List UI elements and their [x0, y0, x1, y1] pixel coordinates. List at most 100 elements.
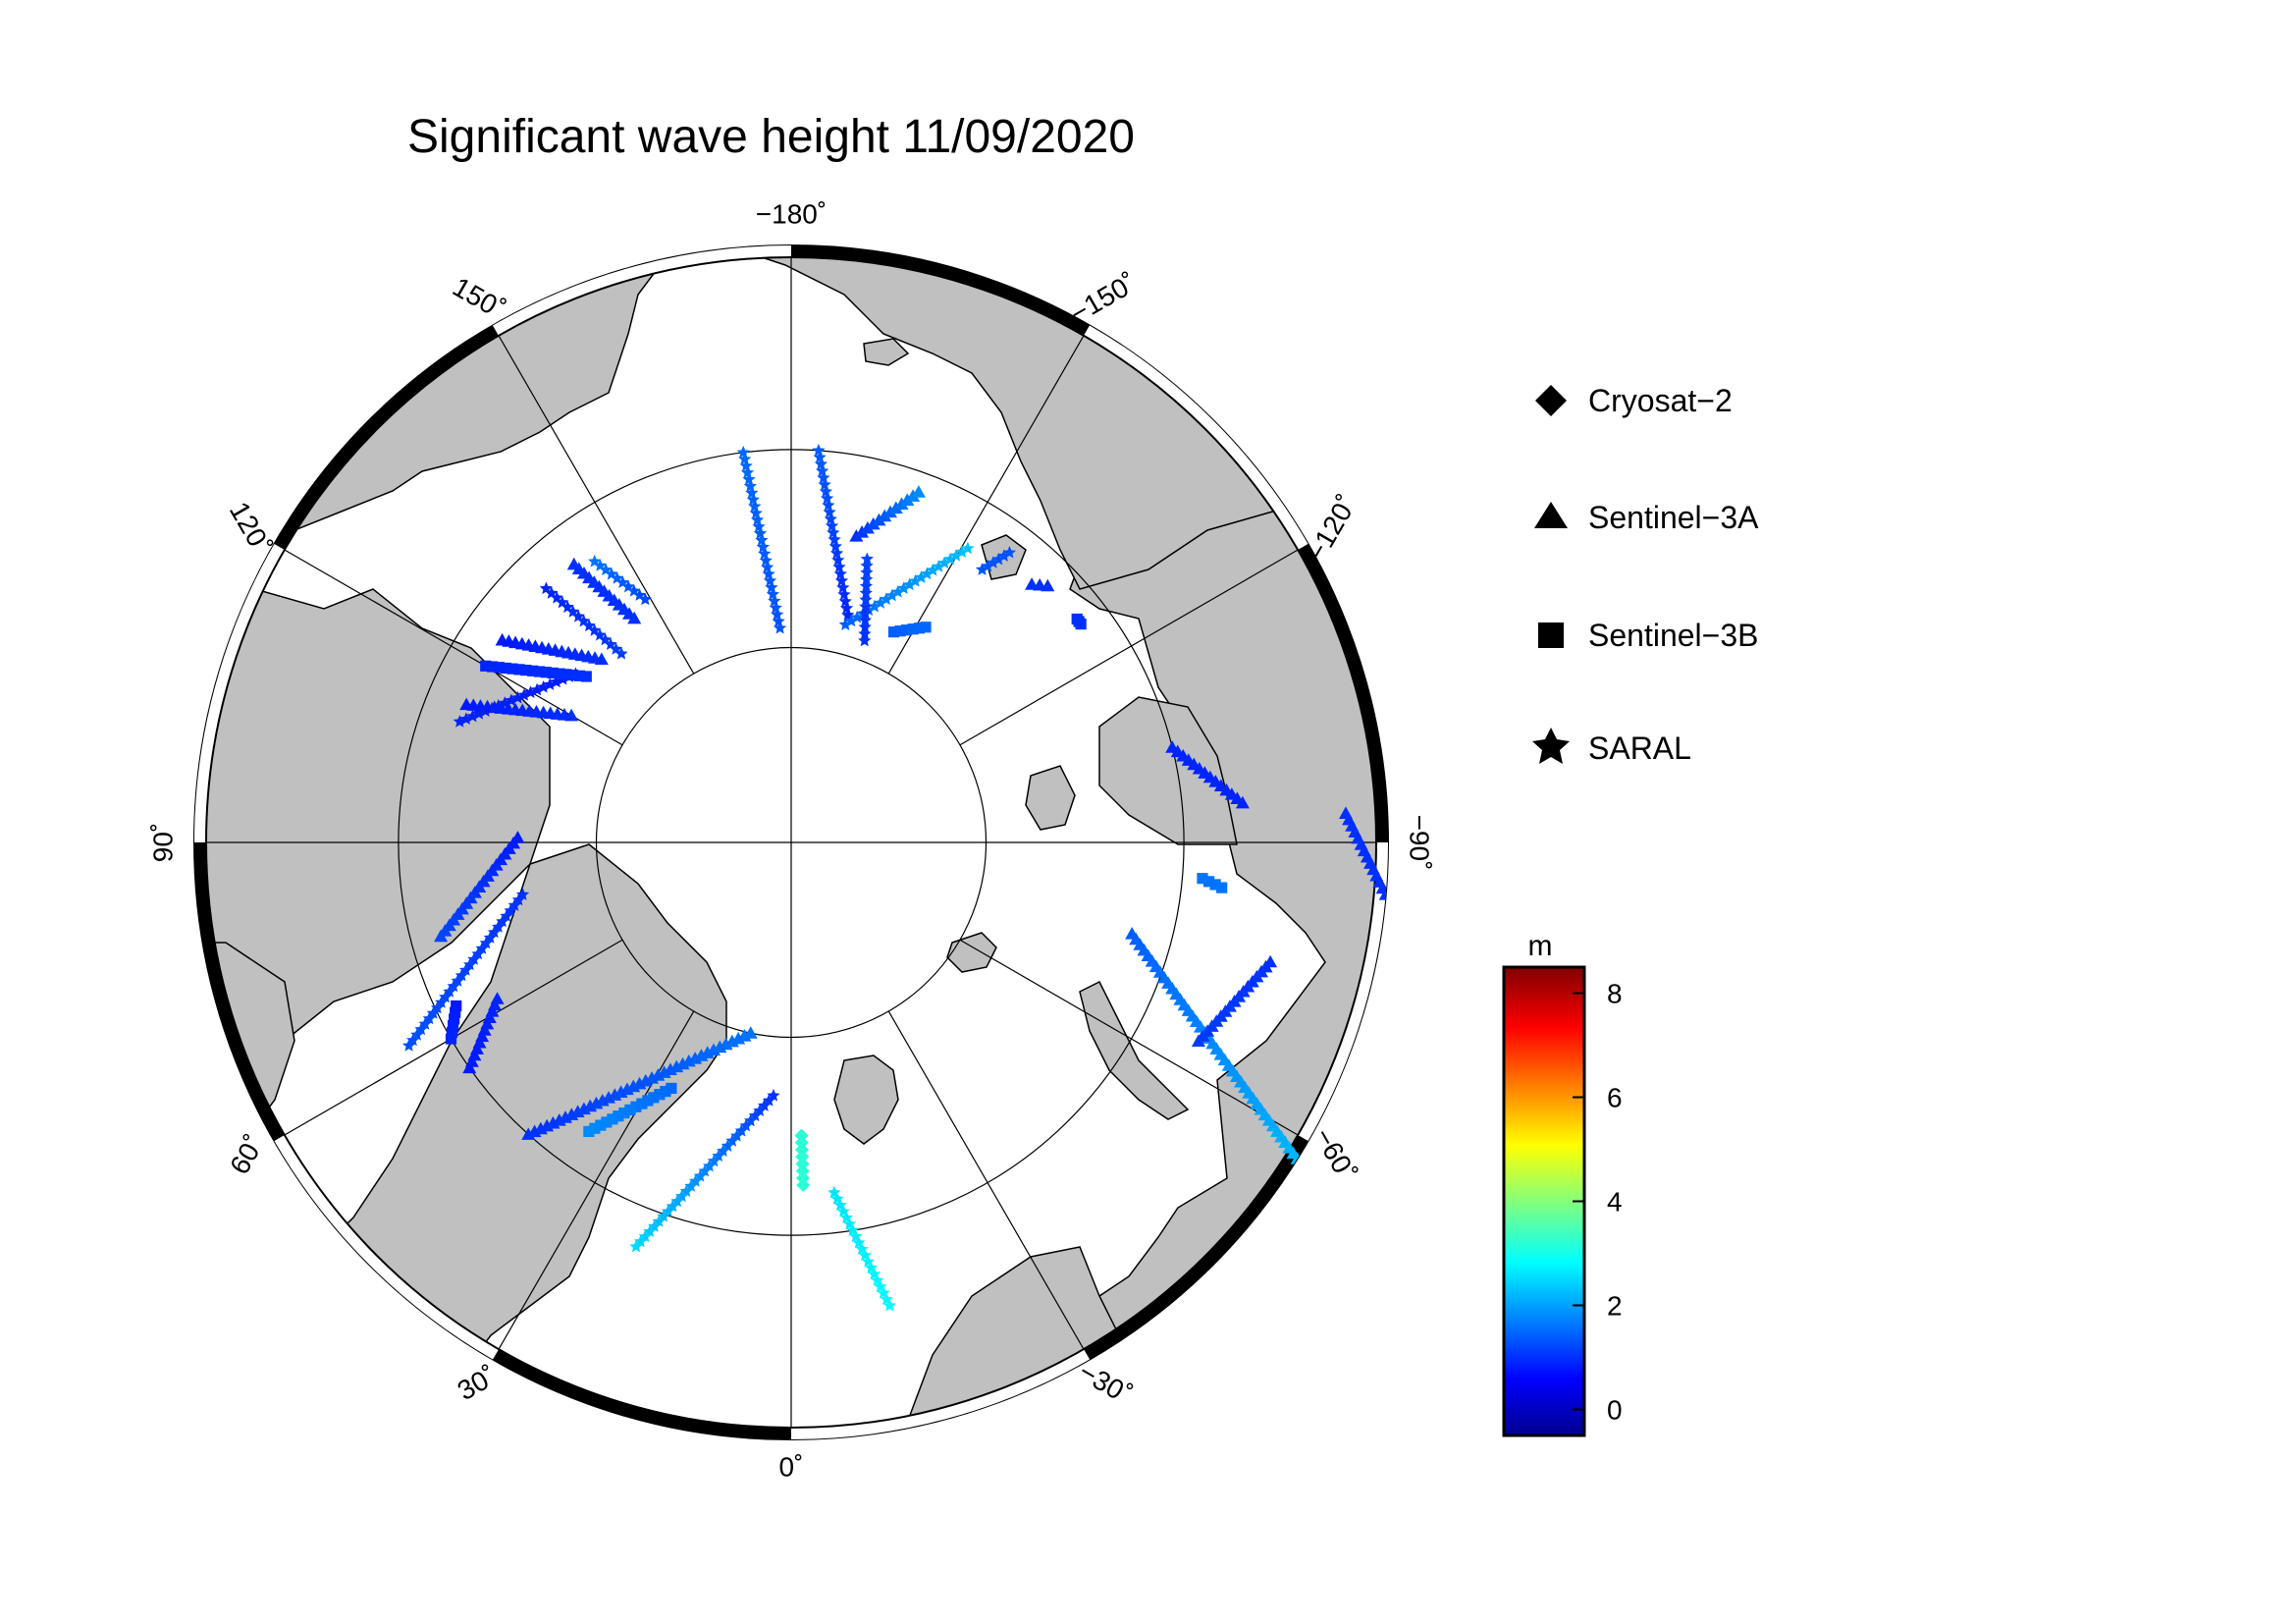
track-point-square	[1075, 619, 1087, 630]
meridian-line	[959, 939, 1299, 1136]
track-point-star	[820, 491, 834, 505]
track-point-star	[828, 532, 841, 546]
legend-label: Sentinel−3B	[1588, 618, 1758, 653]
track-point-star	[401, 1039, 416, 1052]
colorbar-ticks: 0 2 4 6 8	[1573, 979, 1623, 1426]
track-point-square	[630, 1101, 642, 1112]
longitude-label: −120˚	[1301, 490, 1362, 567]
meridian-line	[887, 1010, 1085, 1350]
track-point-star	[813, 450, 827, 463]
track-point-square	[607, 1113, 618, 1125]
track-point-star	[593, 627, 607, 641]
track-point-triangle	[855, 524, 870, 538]
legend-label: Cryosat−2	[1588, 383, 1733, 418]
longitude-label: 150˚	[448, 271, 510, 325]
track	[812, 443, 855, 622]
track-point-square	[547, 667, 559, 679]
track-point-star	[955, 545, 969, 558]
track-point-square	[1197, 873, 1208, 885]
track-point-star	[859, 586, 873, 599]
track-point-star	[638, 592, 652, 606]
track-point-square	[446, 1026, 458, 1038]
track	[1025, 577, 1055, 592]
track	[1338, 806, 1388, 900]
track-point-star	[599, 563, 613, 576]
track-point-triangle	[462, 1060, 477, 1074]
track	[480, 660, 592, 682]
longitude-label: −150˚	[1065, 267, 1142, 329]
track	[629, 1088, 780, 1253]
track-point-star	[902, 577, 917, 591]
track-point-star	[823, 505, 836, 518]
colorbar-tick-label: 8	[1607, 979, 1623, 1009]
track-point-star	[571, 609, 585, 622]
meridian-line	[959, 549, 1299, 746]
track-point-square	[618, 1107, 630, 1119]
track-point-star	[824, 512, 837, 525]
frame-segment	[1083, 325, 1308, 551]
track	[539, 581, 628, 660]
track-point-star	[593, 559, 608, 571]
track-point-star	[834, 573, 849, 587]
graticule	[206, 257, 1376, 1428]
track-point-star	[760, 560, 774, 573]
frame-segment	[194, 544, 285, 843]
track	[794, 1128, 811, 1193]
track	[736, 445, 787, 634]
track-point-star	[859, 593, 873, 606]
track-point-star	[858, 606, 873, 620]
track-point-star	[1002, 545, 1017, 559]
track-point-square	[654, 1089, 666, 1101]
track-point-star	[598, 632, 613, 646]
longitude-label: 0˚	[779, 1451, 804, 1482]
track-point-star	[943, 552, 957, 566]
track-point-star	[880, 592, 893, 606]
track-point-square	[450, 1006, 461, 1018]
track-point-star	[827, 525, 840, 539]
track-point-star	[773, 621, 787, 634]
track-point-star	[860, 552, 874, 566]
track-point-star	[550, 590, 563, 604]
track-point-square	[486, 661, 499, 673]
track-point-star	[759, 553, 773, 567]
track	[588, 554, 652, 606]
square-icon	[1538, 622, 1564, 648]
track-point-square	[533, 666, 546, 677]
track-point-star	[987, 556, 1000, 568]
track-point-square	[595, 1119, 607, 1131]
track-point-triangle	[900, 493, 915, 506]
track-point-star	[755, 533, 769, 547]
track-point-star	[815, 463, 829, 477]
track-point-triangle	[888, 501, 903, 514]
track-point-square	[493, 662, 506, 674]
track-point-star	[561, 600, 574, 614]
track-point-star	[860, 559, 874, 572]
track-point-star	[860, 566, 874, 578]
track-point-triangle	[1191, 1034, 1205, 1047]
track-point-star	[825, 518, 839, 532]
track-point-star	[859, 600, 873, 613]
track-point-star	[838, 594, 852, 608]
track-point-triangle	[872, 513, 886, 526]
track-point-square	[1216, 882, 1228, 893]
track	[849, 485, 926, 542]
track	[828, 1185, 896, 1312]
track-point-star	[817, 470, 830, 484]
track-point-star	[961, 541, 975, 555]
track-point-star	[858, 613, 873, 626]
track	[1197, 873, 1228, 893]
track-point-star	[738, 452, 752, 465]
frame-segment	[274, 325, 500, 551]
track-point-star	[858, 633, 872, 647]
track-point-square	[480, 660, 492, 672]
track-point-square	[451, 1000, 462, 1012]
track-point-star	[566, 605, 580, 618]
land-canadian-archipelago	[194, 588, 551, 1062]
track-point-triangle	[521, 1127, 536, 1140]
colorbar-tick-label: 6	[1607, 1083, 1623, 1113]
track-point-triangle	[906, 489, 921, 502]
track-point-square	[554, 668, 565, 679]
track-point-star	[822, 498, 835, 512]
track-point-star	[577, 614, 591, 627]
